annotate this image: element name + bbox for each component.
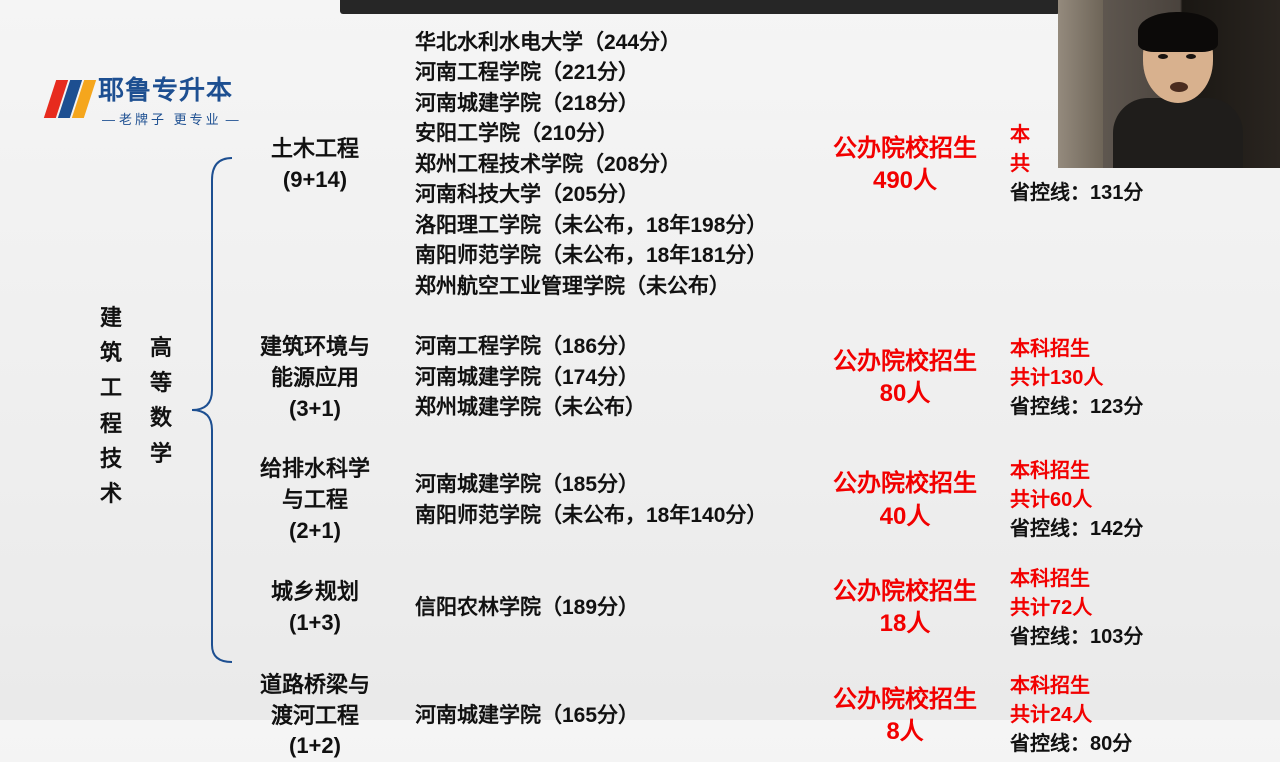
side-info: 本科招生共计72人 省控线：103分 <box>995 565 1185 652</box>
logo-subtitle: 老牌子 更专业 <box>98 109 243 128</box>
major-name: 给排水科学与工程(2+1) <box>245 454 385 546</box>
side-info: 本科招生共计24人 省控线：80分 <box>995 672 1185 759</box>
major-row: 道路桥梁与渡河工程(1+2) 河南城建学院（165分） 公办院校招生8人 本科招… <box>245 670 1245 762</box>
public-enrollment: 公办院校招生18人 <box>815 576 995 641</box>
top-black-bar <box>340 0 1060 14</box>
total-enrollment: 本科招生共计130人 <box>1010 335 1185 393</box>
logo-title: 耶鲁专升本 <box>98 70 243 107</box>
cutoff-line: 省控线：123分 <box>1010 393 1185 422</box>
major-row: 城乡规划(1+3) 信阳农林学院（189分） 公办院校招生18人 本科招生共计7… <box>245 565 1245 652</box>
presenter-webcam <box>1058 0 1280 168</box>
public-enrollment: 公办院校招生8人 <box>815 684 995 749</box>
major-row: 给排水科学与工程(2+1) 河南城建学院（185分）南阳师范学院（未公布，18年… <box>245 454 1245 546</box>
major-name: 建筑环境与能源应用(3+1) <box>245 332 385 424</box>
side-info: 本科招生共计130人 省控线：123分 <box>995 335 1185 422</box>
school-list: 华北水利水电大学（244分）河南工程学院（221分）河南城建学院（218分）安阳… <box>385 28 815 302</box>
brand-logo: 耶鲁专升本 老牌子 更专业 <box>50 70 243 128</box>
cutoff-line: 省控线：80分 <box>1010 730 1185 759</box>
major-row: 建筑环境与能源应用(3+1) 河南工程学院（186分）河南城建学院（174分）郑… <box>245 332 1245 424</box>
major-name: 土木工程(9+14) <box>245 134 385 196</box>
public-enrollment: 公办院校招生40人 <box>815 468 995 533</box>
side-info: 本科招生共计60人 省控线：142分 <box>995 457 1185 544</box>
total-enrollment: 本科招生共计60人 <box>1010 457 1185 515</box>
total-enrollment: 本科招生共计72人 <box>1010 565 1185 623</box>
school-list: 河南城建学院（165分） <box>385 701 815 731</box>
major-name: 城乡规划(1+3) <box>245 577 385 639</box>
total-enrollment: 本科招生共计24人 <box>1010 672 1185 730</box>
public-enrollment: 公办院校招生490人 <box>815 133 995 198</box>
major-name: 道路桥梁与渡河工程(1+2) <box>245 670 385 762</box>
tree-bracket-icon <box>192 150 232 670</box>
school-list: 信阳农林学院（189分） <box>385 593 815 623</box>
school-list: 河南工程学院（186分）河南城建学院（174分）郑州城建学院（未公布） <box>385 332 815 423</box>
logo-mark <box>50 80 90 118</box>
cutoff-line: 省控线：131分 <box>1010 179 1185 208</box>
public-enrollment: 公办院校招生80人 <box>815 346 995 411</box>
category-title-vertical: 建筑工程技术 <box>100 300 122 511</box>
cutoff-line: 省控线：103分 <box>1010 623 1185 652</box>
cutoff-line: 省控线：142分 <box>1010 515 1185 544</box>
school-list: 河南城建学院（185分）南阳师范学院（未公布，18年140分） <box>385 470 815 531</box>
subject-title-vertical: 高等数学 <box>150 330 172 471</box>
